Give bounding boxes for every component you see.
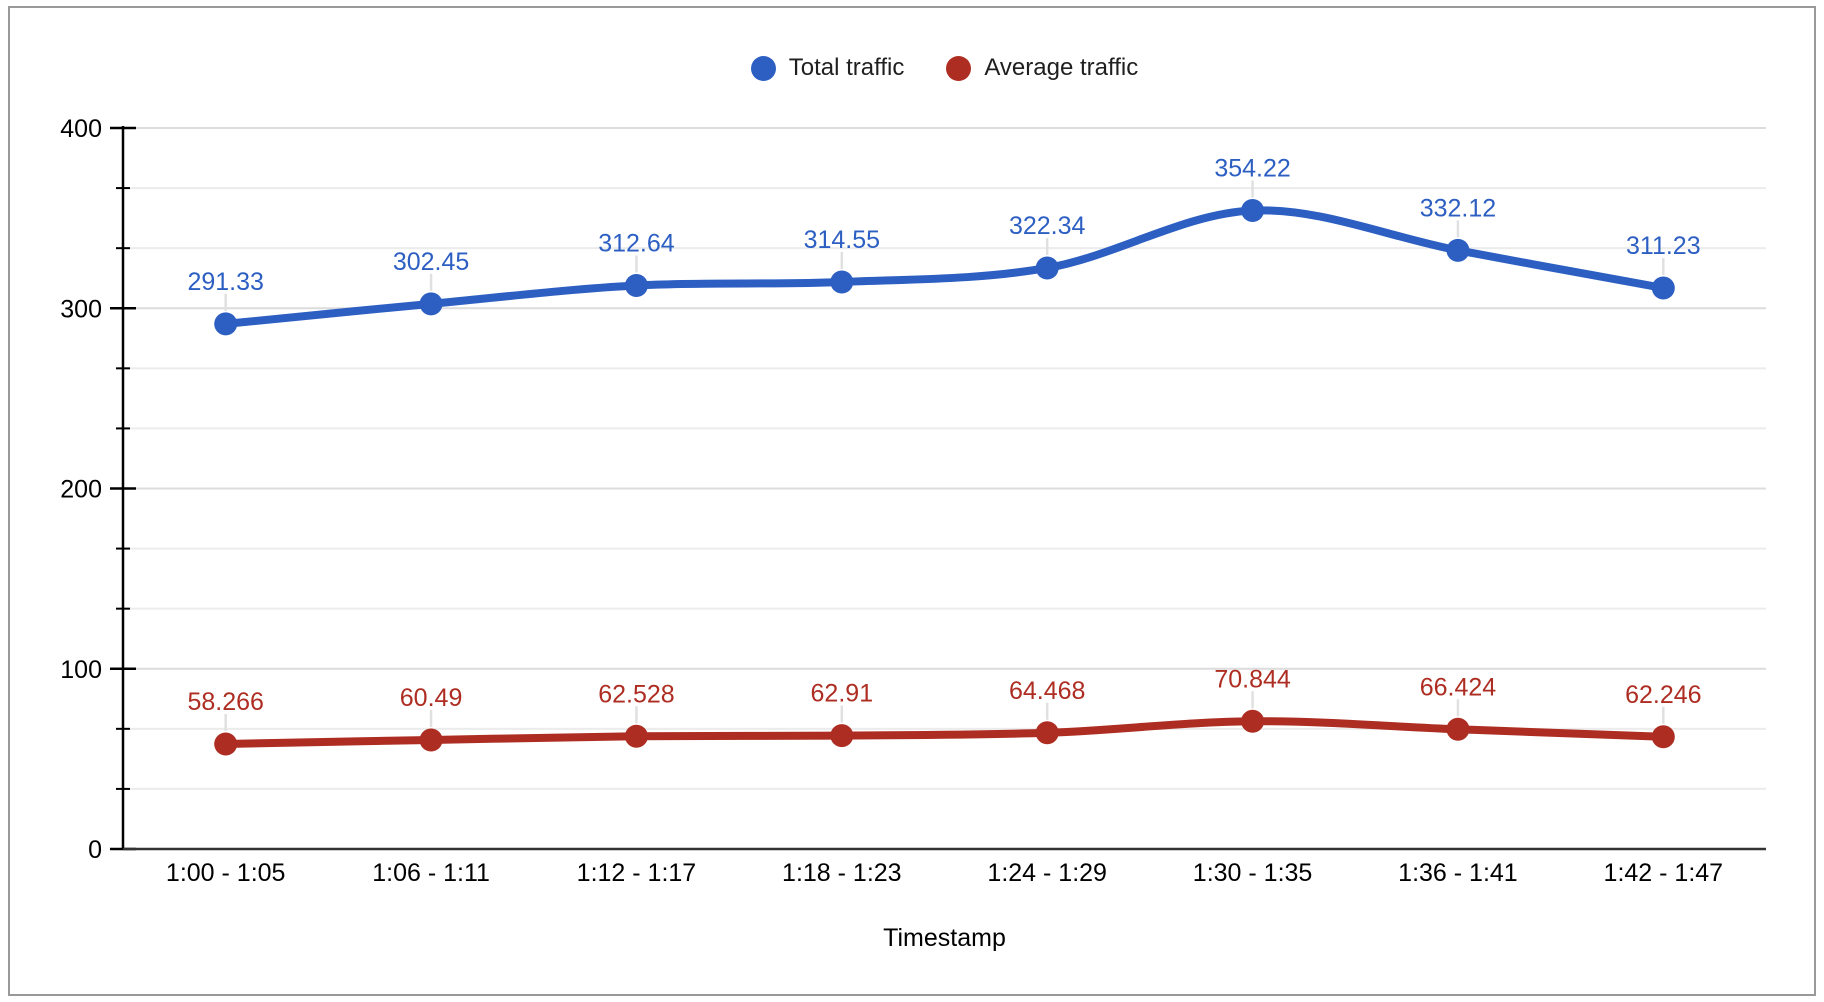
data-point-marker (419, 728, 443, 752)
x-axis-tick-label: 1:18 - 1:23 (782, 859, 902, 887)
data-point-marker (624, 724, 648, 748)
data-point-marker (1241, 709, 1265, 733)
x-axis-tick-label: 1:42 - 1:47 (1604, 859, 1724, 887)
x-axis-tick-label: 1:06 - 1:11 (372, 859, 490, 887)
data-point-marker (624, 273, 648, 297)
data-point-label: 58.266 (187, 688, 263, 716)
series-line-average-traffic (221, 717, 1668, 748)
data-point-label: 62.246 (1625, 681, 1701, 709)
x-axis-tick-label: 1:30 - 1:35 (1193, 859, 1313, 887)
x-axis-tick-label: 1:36 - 1:41 (1398, 859, 1518, 887)
x-axis-tick-label: 1:00 - 1:05 (166, 859, 286, 887)
data-point-marker (1651, 725, 1675, 749)
data-point-label: 322.34 (1009, 212, 1086, 240)
data-point-label: 62.528 (598, 680, 674, 708)
data-point-marker (1035, 721, 1059, 745)
data-point-label: 64.468 (1009, 677, 1085, 705)
series-line-total-traffic (221, 206, 1668, 328)
y-axis-tick-label: 200 (60, 476, 102, 504)
data-point-label: 60.49 (400, 684, 463, 712)
data-point-marker (214, 312, 238, 336)
data-point-marker (419, 292, 443, 316)
legend-item: Average traffic (946, 54, 1139, 81)
data-point-marker (830, 270, 854, 294)
data-point-label: 354.22 (1214, 155, 1290, 183)
data-point-marker (1241, 199, 1265, 223)
chart-frame (8, 6, 1816, 996)
data-point-label: 66.424 (1420, 673, 1497, 701)
x-axis-tick-label: 1:12 - 1:17 (577, 859, 697, 887)
data-point-label: 311.23 (1626, 232, 1701, 260)
legend-label: Total traffic (788, 54, 905, 81)
chart-legend: Total traffic Average traffic (123, 52, 1766, 84)
x-axis-tick-label: 1:24 - 1:29 (987, 859, 1107, 887)
data-point-label: 302.45 (393, 248, 469, 276)
data-point-marker (1035, 256, 1059, 280)
data-point-label: 312.64 (598, 229, 675, 257)
y-axis-tick-label: 300 (60, 295, 102, 323)
y-axis-tick-label: 0 (88, 836, 102, 864)
data-point-label: 70.844 (1214, 665, 1291, 693)
data-point-label: 291.33 (187, 268, 263, 296)
data-point-marker (830, 724, 854, 748)
data-point-label: 62.91 (811, 680, 874, 708)
y-axis-tick-label: 400 (60, 115, 102, 143)
data-point-marker (1446, 238, 1470, 262)
legend-dot-icon (750, 55, 776, 81)
legend-item: Total traffic (750, 54, 905, 81)
data-point-marker (214, 732, 238, 756)
data-point-label: 314.55 (804, 226, 880, 254)
y-axis-tick-label: 100 (60, 656, 102, 684)
data-point-label: 332.12 (1420, 194, 1496, 222)
legend-label: Average traffic (984, 54, 1139, 81)
legend-dot-icon (946, 55, 972, 81)
data-point-marker (1651, 276, 1675, 300)
data-point-marker (1446, 717, 1470, 741)
x-axis-title: Timestamp (883, 924, 1006, 952)
